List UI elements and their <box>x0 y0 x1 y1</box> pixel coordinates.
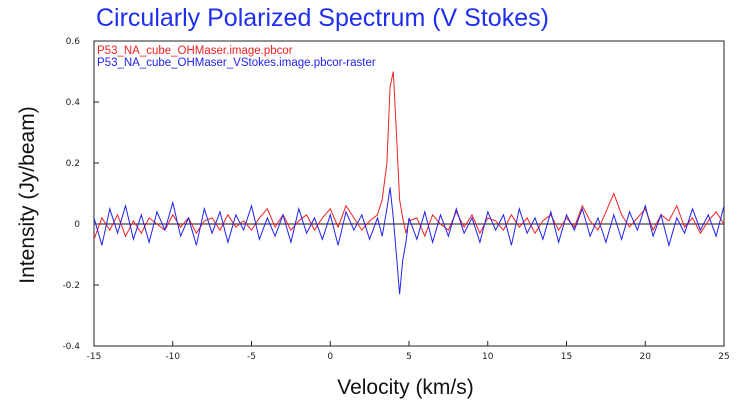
y-tick-label: 0 <box>74 220 80 230</box>
x-tick-label: 25 <box>718 352 729 362</box>
x-tick-label: -15 <box>87 352 102 362</box>
x-tick-label: 15 <box>561 352 572 362</box>
x-tick-label: 0 <box>327 352 333 362</box>
y-tick-label: 0.4 <box>66 98 81 108</box>
chart-title: Circularly Polarized Spectrum (V Stokes) <box>96 4 549 32</box>
x-axis-label: Velocity (km/s) <box>337 376 474 399</box>
x-tick-label: -5 <box>247 352 256 362</box>
x-ticks: -15 -10 -5 0 5 10 15 20 25 <box>87 341 730 362</box>
y-tick-label: -0.4 <box>62 342 80 352</box>
legend-entry: P53_NA_cube_OHMaser.image.pbcor <box>97 45 293 57</box>
series-line <box>93 71 725 240</box>
x-tick-label: 10 <box>482 352 494 362</box>
x-tick-label: -10 <box>165 352 180 362</box>
x-tick-label: 5 <box>406 352 412 362</box>
plot-frame <box>93 40 725 347</box>
y-ticks: -0.4 -0.2 0 0.2 0.4 0.6 <box>62 37 99 352</box>
legend: P53_NA_cube_OHMaser.image.pbcorP53_NA_cu… <box>97 45 376 69</box>
legend-entry: P53_NA_cube_OHMaser_VStokes.image.pbcor-… <box>97 57 376 69</box>
y-tick-label: -0.2 <box>62 281 80 291</box>
x-tick-label: 20 <box>640 352 652 362</box>
series-layer <box>93 71 725 295</box>
series-line <box>93 187 725 295</box>
y-tick-label: 0.2 <box>66 159 80 169</box>
y-tick-label: 0.6 <box>66 37 81 47</box>
